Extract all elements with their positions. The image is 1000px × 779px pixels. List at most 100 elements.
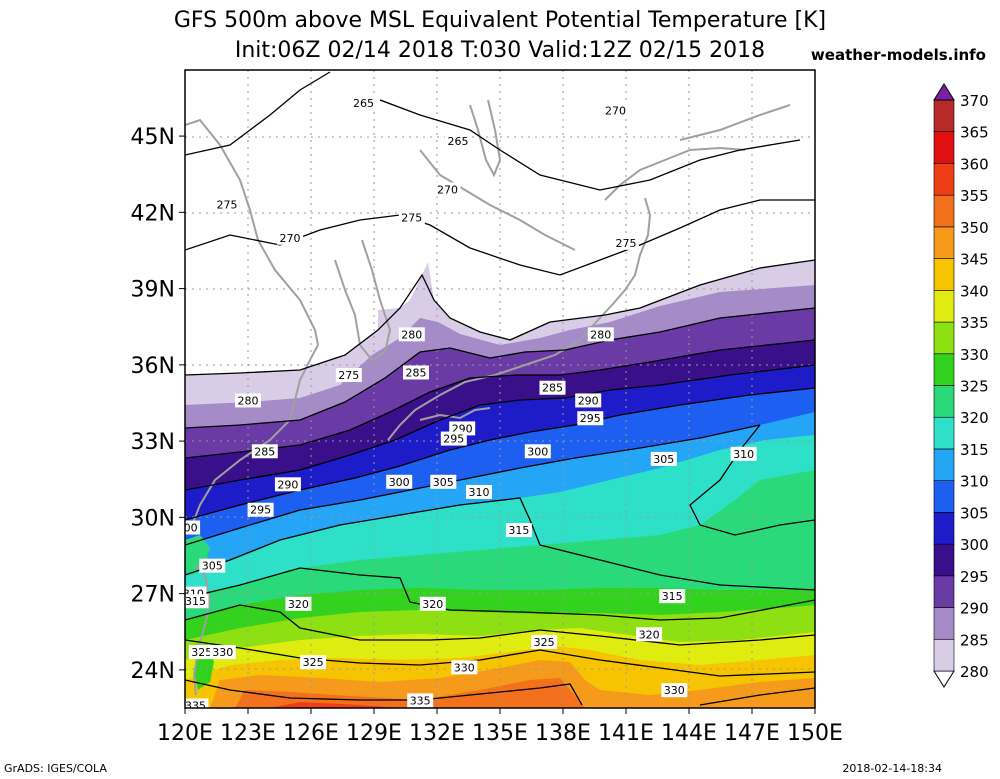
contour-label: 270 (605, 105, 626, 118)
contour-label-bg (613, 235, 639, 250)
colorbar-swatch (933, 353, 955, 386)
contour-label: 285 (254, 445, 275, 458)
contour-label: 295 (443, 433, 464, 446)
contour-label-bg (445, 134, 471, 149)
footer-credit: GrADS: IGES/COLA (4, 762, 107, 775)
colorbar-label: 320 (960, 409, 989, 427)
contour-label: 300 (389, 476, 410, 489)
footer-timestamp: 2018-02-14-18:34 (842, 762, 942, 775)
colorbar-swatch (933, 163, 955, 196)
colorbar-swatch (933, 448, 955, 481)
contour-label-bg (274, 477, 301, 492)
lon-tick-label: 129E (346, 721, 402, 746)
contour-label: 315 (662, 590, 683, 603)
contour-label: 320 (288, 598, 309, 611)
contour-label-bg (730, 446, 757, 461)
contour-label-bg (300, 655, 327, 670)
contour-label-bg (386, 474, 413, 489)
contour-label-bg (602, 103, 629, 118)
contour-label: 335 (185, 699, 206, 712)
contour-label-bg (587, 327, 614, 342)
contour-label: 275 (217, 199, 238, 212)
contour-label-bg (285, 596, 312, 611)
map-plot-area: 265 265 270 270 270 275 275 275 275 280 280 280 285 2… (177, 70, 815, 712)
lon-tick-label: 141E (598, 721, 654, 746)
longitude-axis: 120E 123E 126E 129E 132E 135E 138E 141E 144E 147E… (157, 708, 843, 746)
colorbar-swatch (933, 226, 955, 259)
contour-label-bg (277, 230, 303, 245)
contour-label-bg (539, 380, 566, 395)
contour-label: 300 (177, 522, 198, 535)
contour-label: 310 (469, 486, 490, 499)
contour-label-bg (398, 327, 425, 342)
contour-label: 280 (238, 394, 259, 407)
colorbar-swatch (933, 290, 955, 323)
colorbar-label: 325 (960, 378, 989, 396)
site-credit: weather-models.info (810, 46, 986, 64)
contour-label-bg (466, 484, 492, 499)
contour-label-bg (419, 596, 446, 611)
band-350 (235, 678, 585, 708)
contour-label-bg (636, 627, 663, 642)
colorbar-label: 365 (960, 124, 989, 142)
colorbar-label: 300 (960, 536, 989, 554)
contour-label: 275 (616, 237, 637, 250)
contour-label: 325 (303, 656, 324, 669)
contour-label: 285 (406, 366, 427, 379)
lon-tick-label: 147E (724, 721, 780, 746)
colorbar-label: 345 (960, 251, 989, 269)
contour-label-bg (440, 431, 467, 446)
lon-tick-label: 150E (787, 721, 843, 746)
contour-label: 330 (212, 646, 233, 659)
contour-label-bg (575, 393, 602, 408)
contour-label-bg (398, 210, 425, 225)
contour-label-bg (185, 698, 209, 708)
lat-tick-label: 42N (131, 201, 175, 226)
contour-label-bg (650, 451, 677, 466)
lon-tick-label: 144E (661, 721, 717, 746)
colorbar-label: 285 (960, 631, 989, 649)
colorbar-swatch (933, 575, 955, 608)
contour-label: 265 (448, 135, 469, 148)
colorbar-label: 335 (960, 314, 989, 332)
graticule (185, 70, 815, 708)
colorbar-swatch (933, 131, 955, 164)
contour-label: 335 (410, 694, 431, 707)
lon-tick-label: 135E (472, 721, 528, 746)
latitude-axis: 24N 27N 30N 33N 36N 39N 42N 45N (131, 125, 185, 684)
colorbar-swatch (933, 385, 955, 418)
contour-label-bg (434, 182, 461, 197)
colorbar-swatch (933, 258, 955, 291)
colorbar-label: 290 (960, 600, 989, 618)
contour-label: 315 (185, 595, 206, 608)
contour-label: 265 (353, 97, 374, 110)
map-title: GFS 500m above MSL Equivalent Potential … (173, 8, 827, 33)
contour-label-bg (335, 368, 362, 383)
colorbar-label: 305 (960, 504, 989, 522)
map-subtitle: Init:06Z 02/14 2018 T:030 Valid:12Z 02/1… (234, 38, 766, 63)
colorbar-label: 310 (960, 473, 989, 491)
contour-label-bg (524, 444, 551, 459)
contour-label: 285 (542, 382, 563, 395)
colorbar-swatch (933, 607, 955, 640)
contour-label: 310 (733, 448, 754, 461)
contour-label: 315 (508, 524, 529, 537)
colorbar-label: 340 (960, 282, 989, 300)
contour-label-bg (209, 645, 236, 660)
contour-label-bg (214, 197, 240, 212)
lat-tick-label: 27N (131, 583, 175, 608)
colorbar-label: 355 (960, 187, 989, 205)
contour-label-bg (661, 683, 688, 698)
colorbar-label: 280 (960, 663, 989, 681)
colorbar-label: 315 (960, 441, 989, 459)
colorbar-swatch (933, 416, 955, 450)
lat-tick-label: 45N (131, 125, 175, 150)
contour-label-bg (185, 594, 209, 609)
contour-label: 295 (580, 412, 601, 425)
contour-label: 305 (202, 560, 223, 573)
lon-tick-label: 126E (283, 721, 339, 746)
contour-label-bg (407, 693, 434, 708)
contour-label-bg (403, 365, 429, 380)
colorbar-label: 360 (960, 155, 989, 173)
